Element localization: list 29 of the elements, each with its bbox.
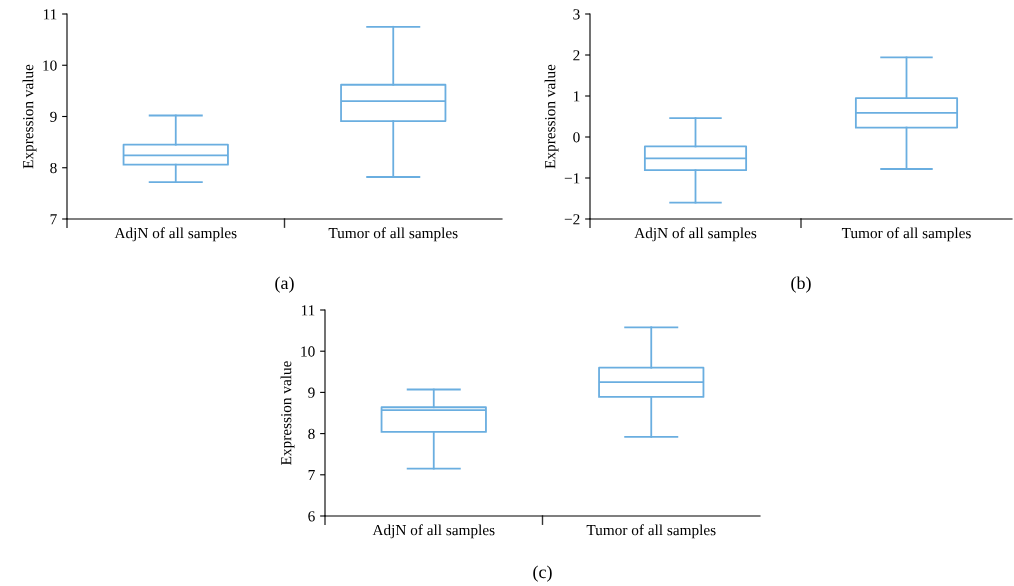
y-tick-label: 10 [301,346,315,357]
x-tick-label: Tumor of all samples [328,227,458,242]
y-tick-label: 8 [50,162,57,174]
y-tick-label: 1 [573,91,580,102]
y-tick-label: 9 [308,387,315,398]
x-tick-label: Tumor of all samples [841,227,971,242]
y-tick-label: 7 [50,214,57,225]
y-tick-label: 11 [301,305,315,316]
y-axis-title: Expression value [280,361,295,465]
y-tick-label: −2 [564,214,580,225]
y-axis-title: Expression value [544,64,559,169]
text: (a) [275,276,294,293]
y-tick-label: 6 [308,511,315,522]
y-tick-label: 8 [308,428,315,440]
y-tick-label: 2 [573,50,580,61]
x-tick-label: AdjN of all samples [634,227,757,242]
y-tick-label: 3 [573,9,580,20]
x-tick-label: AdjN of all samples [114,227,237,242]
y-tick-label: 10 [43,60,57,71]
y-tick-label: 9 [50,111,57,122]
y-tick-label: 7 [308,470,315,481]
y-tick-label: −1 [564,173,580,184]
x-tick-label: AdjN of all samples [372,524,495,539]
x-tick-label: Tumor of all samples [586,524,716,539]
y-axis-title: Expression value [22,64,37,169]
y-tick-label: 0 [573,132,580,143]
y-tick-label: 11 [43,9,57,20]
text: (c) [533,565,552,582]
text: (b) [791,276,811,293]
